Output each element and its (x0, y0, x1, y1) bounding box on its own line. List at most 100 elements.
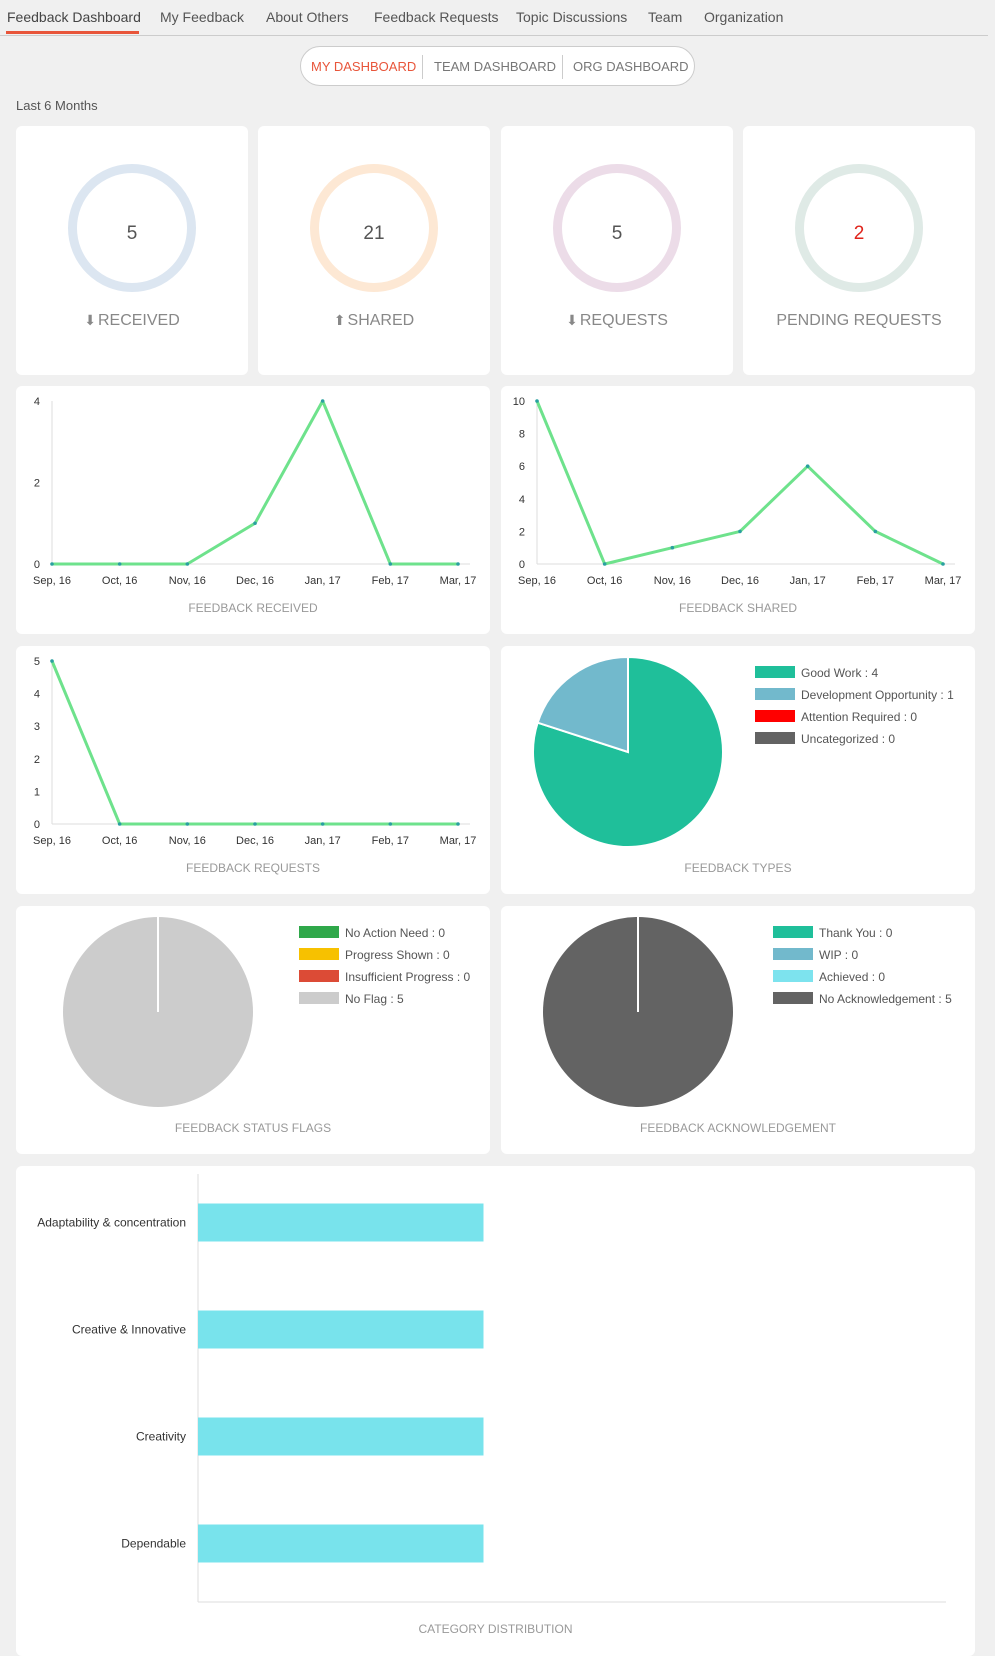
legend-swatch (773, 948, 813, 960)
stat-label-row: ⬇ REQUESTS (501, 312, 733, 330)
org-dashboard-button[interactable]: ORG DASHBOARD (573, 59, 689, 74)
legend-item: Attention Required : 0 (755, 710, 917, 724)
x-tick-label: Oct, 16 (587, 575, 622, 587)
y-tick-label: 1 (34, 786, 40, 798)
stat-value: 2 (853, 223, 865, 244)
x-tick-label: Oct, 16 (102, 575, 137, 587)
feedback-types-chart (532, 655, 724, 848)
period-label: Last 6 Months (16, 98, 98, 113)
divider (422, 55, 423, 79)
data-point (117, 822, 122, 826)
category-bar (198, 1310, 484, 1349)
y-tick-label: 0 (34, 559, 40, 571)
stat-ring (795, 164, 923, 292)
tab-feedback-requests[interactable]: Feedback Requests (374, 9, 499, 25)
series-line (52, 399, 458, 566)
my-dashboard-button[interactable]: MY DASHBOARD (311, 59, 417, 74)
legend-label: Attention Required : 0 (801, 710, 918, 724)
data-point (185, 822, 190, 826)
tab-team[interactable]: Team (648, 9, 683, 25)
legend-label: No Flag : 5 (345, 992, 404, 1006)
y-tick-label: 2 (34, 478, 40, 490)
y-tick-label: 3 (34, 721, 40, 733)
legend-label: Insufficient Progress : 0 (345, 970, 471, 984)
x-tick-label: Jan, 17 (305, 575, 341, 587)
legend-swatch (299, 992, 339, 1004)
x-tick-label: Nov, 16 (169, 575, 206, 587)
y-tick-label: 5 (34, 656, 40, 668)
x-tick-label: Mar, 17 (925, 575, 962, 587)
legend-swatch (299, 948, 339, 960)
tab-feedback-dashboard[interactable]: Feedback Dashboard (7, 9, 141, 25)
tab-topic-discussions[interactable]: Topic Discussions (516, 9, 628, 25)
feedback-acknowledgement-chart (543, 917, 733, 1107)
arrow-down-icon: ⬇ (566, 312, 578, 328)
stat-ring (553, 164, 681, 292)
stat-value: 5 (611, 223, 623, 244)
category-bar (198, 1203, 484, 1242)
feedback-acknowledgement-card: Thank You : 0 WIP : 0 Achieved : 0 No Ackno… (501, 906, 975, 1154)
legend-item: Development Opportunity : 1 (755, 688, 954, 702)
legend-item: Thank You : 0 (773, 926, 892, 940)
legend-item: No Action Need : 0 (299, 926, 445, 940)
category-bar (198, 1524, 484, 1563)
legend-swatch (773, 926, 813, 938)
data-point (388, 562, 393, 566)
legend-item: Insufficient Progress : 0 (299, 970, 470, 984)
data-point (50, 659, 54, 663)
x-tick-label: Oct, 16 (102, 835, 137, 847)
y-tick-label: 10 (513, 396, 525, 408)
legend-swatch (755, 688, 795, 700)
stat-card-shared: 21 ⬆ SHARED (258, 126, 490, 375)
chart-caption: FEEDBACK SHARED (678, 601, 798, 615)
legend-item: WIP : 0 (773, 948, 858, 962)
feedback-types-card: Good Work : 4 Development Opportunity : 1… (501, 646, 975, 894)
arrow-down-icon: ⬇ (84, 312, 96, 328)
chart-caption: CATEGORY DISTRIBUTION (418, 1622, 573, 1636)
legend-label: Development Opportunity : 1 (801, 688, 954, 702)
x-tick-label: Feb, 17 (857, 575, 894, 587)
y-tick-label: 2 (34, 754, 40, 766)
legend-item: Achieved : 0 (773, 970, 885, 984)
active-tab-indicator (6, 31, 139, 34)
tab-about-others[interactable]: About Others (266, 9, 349, 25)
team-dashboard-button[interactable]: TEAM DASHBOARD (434, 59, 557, 74)
legend-swatch (755, 710, 795, 722)
feedback-requests-card: 0 1 2 3 4 5 Sep, 16 Oct, 16 Nov, 16 Dec, 16 Jan, 1… (16, 646, 490, 894)
chart-caption: FEEDBACK TYPES (684, 861, 792, 875)
x-tick-label: Dec, 16 (236, 575, 274, 587)
tab-my-feedback[interactable]: My Feedback (160, 9, 245, 25)
feedback-status-flags-card: No Action Need : 0 Progress Shown : 0 Insu… (16, 906, 490, 1154)
stat-label-row: PENDING REQUESTS (743, 312, 975, 330)
stat-value: 5 (126, 223, 138, 244)
arrow-up-icon: ⬆ (333, 312, 346, 328)
legend-label: Progress Shown : 0 (345, 948, 450, 962)
legend-label: Thank You : 0 (819, 926, 893, 940)
tab-organization[interactable]: Organization (704, 9, 784, 25)
legend-label: No Action Need : 0 (345, 926, 446, 940)
x-tick-label: Nov, 16 (169, 835, 206, 847)
feedback-received-chart: 0 2 4 Sep, 16 Oct, 16 Nov, 16 Dec, 16 Jan, 17 Fe… (33, 396, 476, 587)
legend-item: Good Work : 4 (755, 666, 878, 680)
chart-caption: FEEDBACK RECEIVED (188, 601, 318, 615)
data-point (320, 399, 325, 403)
category-distribution-card: Adaptability & concentration Creative & I… (16, 1166, 975, 1656)
data-point (805, 464, 810, 468)
legend-swatch (773, 992, 813, 1004)
category-distribution-chart: Adaptability & concentration Creative & I… (37, 1174, 946, 1603)
stat-label: PENDING REQUESTS (776, 312, 942, 329)
data-point (873, 529, 878, 534)
top-nav: Feedback Dashboard My Feedback About Oth… (0, 0, 988, 36)
data-point (738, 529, 742, 534)
legend-item: No Acknowledgement : 5 (773, 992, 952, 1006)
category-label: Dependable (121, 1537, 186, 1551)
legend-label: No Acknowledgement : 5 (819, 992, 952, 1006)
legend-item: Progress Shown : 0 (299, 948, 450, 962)
data-point (670, 545, 675, 550)
stat-card-requests: 5 ⬇ REQUESTS (501, 126, 733, 375)
divider (562, 55, 563, 79)
x-tick-label: Feb, 17 (372, 575, 409, 587)
y-tick-label: 4 (34, 689, 40, 701)
legend-swatch (755, 666, 795, 678)
legend-swatch (755, 732, 795, 744)
